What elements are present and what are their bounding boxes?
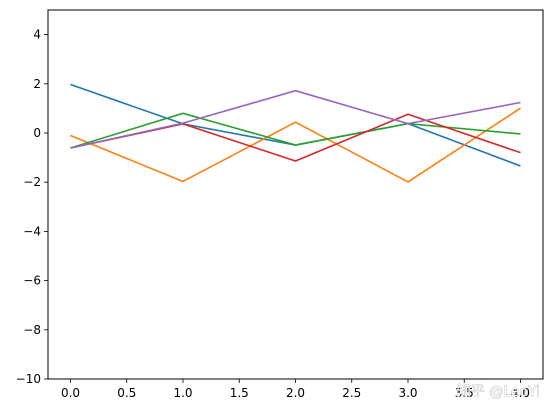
x-tick-label: 3.0 bbox=[398, 386, 417, 400]
y-tick-label: 0 bbox=[33, 126, 41, 140]
y-tick-label: −10 bbox=[16, 372, 41, 386]
x-tick-label: 1.5 bbox=[230, 386, 249, 400]
x-tick-label: 4.0 bbox=[511, 386, 530, 400]
x-tick-label: 1.0 bbox=[173, 386, 192, 400]
x-tick-label: 0.5 bbox=[117, 386, 136, 400]
y-tick-label: 4 bbox=[33, 28, 41, 42]
tick-layer: 0.0 0.5 1.0 1.5 2.0 2.5 3.0 3.5 4.0 4 2 0 −2 −4 −6 −8 −1… bbox=[16, 28, 530, 400]
x-tick-label: 3.5 bbox=[455, 386, 474, 400]
x-tick-label: 0.0 bbox=[61, 386, 80, 400]
series-line-5 bbox=[70, 89, 521, 149]
x-tick-label: 2.5 bbox=[342, 386, 361, 400]
y-tick-label: −8 bbox=[23, 323, 41, 337]
series-line-2 bbox=[70, 107, 521, 183]
y-tick-label: 2 bbox=[33, 77, 41, 91]
watermark-text: 知乎 @LeoYi bbox=[457, 383, 540, 400]
y-tick-label: −4 bbox=[23, 224, 41, 238]
y-tick-label: −6 bbox=[23, 274, 41, 288]
plot-frame bbox=[47, 9, 544, 380]
y-tick-label: −2 bbox=[23, 175, 41, 189]
series-layer bbox=[70, 83, 521, 183]
plot-background bbox=[48, 10, 543, 379]
x-tick-label: 2.0 bbox=[286, 386, 305, 400]
